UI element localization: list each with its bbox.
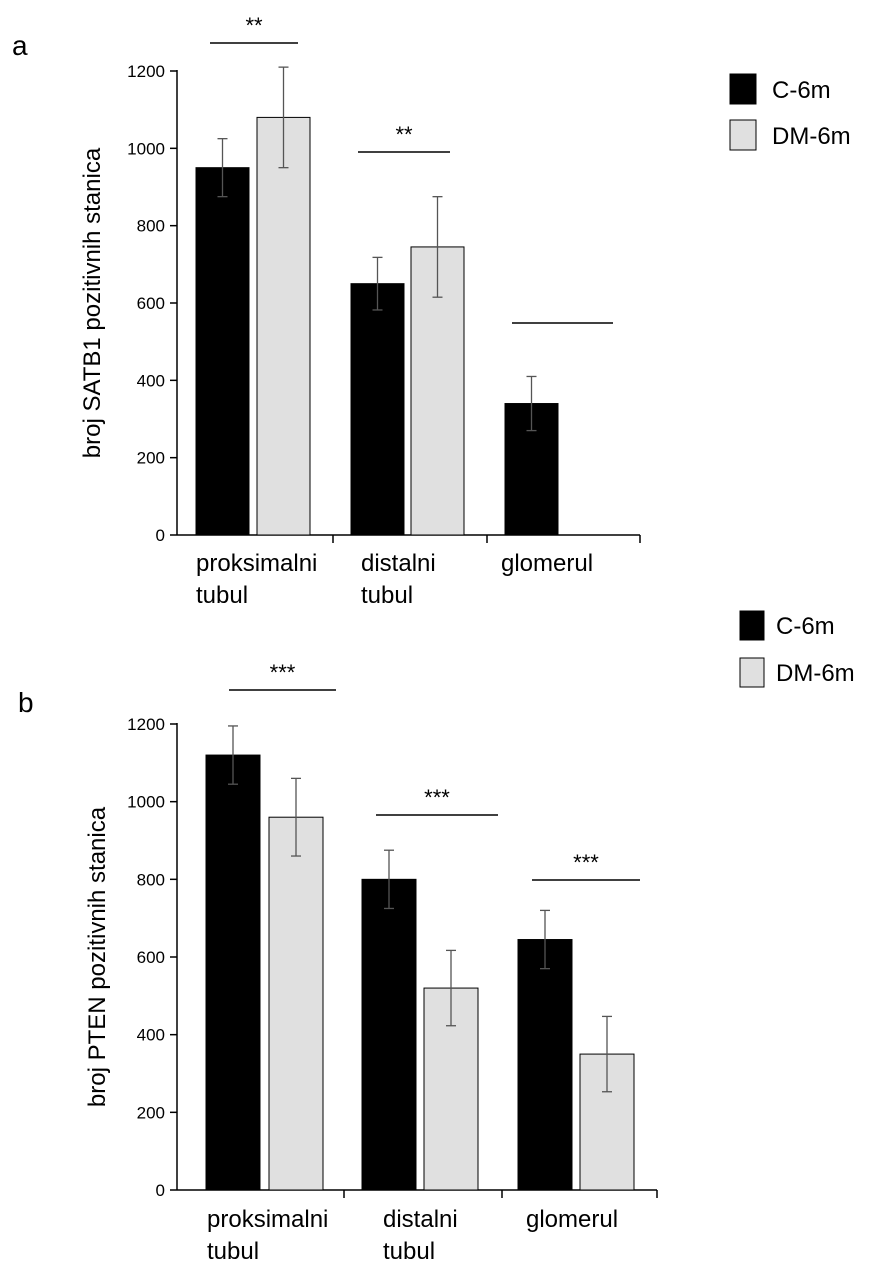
chart-panel-a: a 0 200 400 600 800 1000 1200 broj SATB1 pozitiv… (12, 13, 851, 609)
legend-swatch (739, 657, 765, 688)
y-tick-label: 600 (137, 948, 165, 967)
bar-C-6m-2 (517, 939, 573, 1191)
category-label: distalni (361, 550, 436, 577)
y-tick-label: 0 (156, 1181, 165, 1200)
significance-marker: *** (424, 785, 450, 810)
y-tick-label: 1000 (127, 793, 165, 812)
legend-swatch (729, 119, 757, 151)
y-tick-label: 400 (137, 1026, 165, 1045)
y-tick-label: 800 (137, 217, 165, 236)
y-tick-label: 0 (156, 526, 165, 545)
legend-label: DM-6m (776, 660, 855, 687)
legend-label: DM-6m (772, 123, 851, 150)
panel-label: a (12, 30, 28, 61)
y-tick-label: 400 (137, 371, 165, 390)
legend-label: C-6m (772, 77, 831, 104)
legend-swatch (739, 610, 765, 641)
y-axis-title: broj PTEN pozitivnih stanica (84, 806, 111, 1107)
y-tick-label: 200 (137, 1103, 165, 1122)
category-label: tubul (207, 1238, 259, 1265)
y-tick-label: 600 (137, 294, 165, 313)
bar-C-6m-1 (361, 878, 417, 1191)
legend-label: C-6m (776, 613, 835, 640)
bar-C-6m-0 (195, 167, 250, 536)
bar-DM-6m-0 (256, 116, 311, 536)
legend-swatch (729, 73, 757, 105)
significance-marker: ** (245, 13, 263, 38)
y-tick-label: 200 (137, 449, 165, 468)
category-label: distalni (383, 1206, 458, 1233)
chart-panel-b: b 0 200 400 600 800 1000 1200 broj PTEN pozitivn… (18, 610, 855, 1265)
y-axis-title: broj SATB1 pozitivnih stanica (79, 147, 106, 458)
y-tick-label: 1200 (127, 62, 165, 81)
y-tick-label: 800 (137, 870, 165, 889)
category-label: glomerul (526, 1206, 618, 1233)
category-label: proksimalni (207, 1206, 328, 1233)
category-label: tubul (383, 1238, 435, 1265)
category-label: tubul (196, 582, 248, 609)
y-tick-label: 1000 (127, 139, 165, 158)
category-label: proksimalni (196, 550, 317, 577)
panel-label: b (18, 687, 34, 718)
category-label: tubul (361, 582, 413, 609)
bar-DM-6m-0 (268, 816, 324, 1191)
bar-C-6m-1 (350, 283, 405, 536)
bar-C-6m-0 (205, 754, 261, 1191)
significance-marker: *** (270, 660, 296, 685)
significance-marker: ** (395, 122, 413, 147)
category-label: glomerul (501, 550, 593, 577)
y-tick-label: 1200 (127, 715, 165, 734)
significance-marker: *** (573, 850, 599, 875)
